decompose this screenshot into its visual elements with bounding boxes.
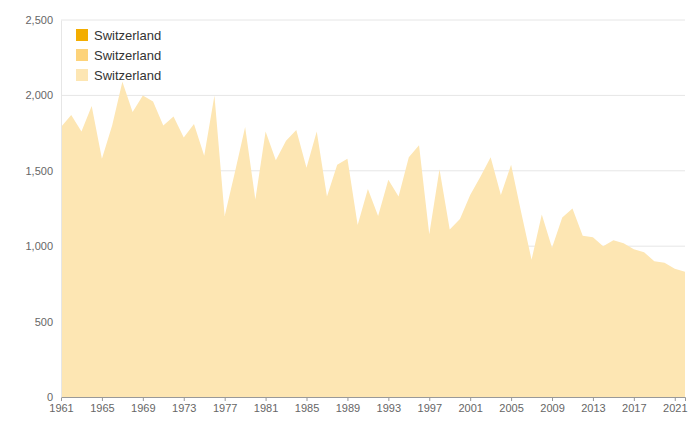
x-tick-mark — [593, 397, 594, 401]
chart: 1961 1965 1969 1973 1977 1981 1985 1989 1993 1997… — [0, 0, 700, 433]
x-tick-mark — [307, 397, 308, 401]
marks — [61, 82, 685, 397]
area — [61, 82, 685, 397]
x-tick-label: 2001 — [458, 402, 482, 414]
grid-line — [61, 20, 685, 21]
x-tick-label: 1961 — [49, 402, 73, 414]
x-tick-mark — [388, 397, 389, 401]
x-tick-label: 2021 — [663, 402, 687, 414]
grid-line — [61, 95, 685, 96]
legend-item: Switzerland — [76, 28, 161, 43]
x-tick-mark — [552, 397, 553, 401]
y-tick-label: 1,500 — [25, 165, 53, 177]
grid — [61, 20, 685, 397]
x-tick: 1977 — [213, 397, 237, 414]
y-axis-line — [61, 21, 62, 398]
legend-swatch — [76, 49, 88, 61]
x-tick-mark — [470, 397, 471, 401]
x-tick-label: 2009 — [540, 402, 564, 414]
x-tick: 2009 — [540, 397, 564, 414]
y-tick: 0 — [47, 391, 61, 403]
x-tick-mark — [266, 397, 267, 401]
x-tick-mark — [634, 397, 635, 401]
x-tick-label: 1993 — [377, 402, 401, 414]
x-tick-label: 1965 — [90, 402, 114, 414]
x-tick: 1965 — [90, 397, 114, 414]
x-tick-mark — [429, 397, 430, 401]
legend-swatch — [76, 69, 88, 81]
x-tick-label: 2017 — [622, 402, 646, 414]
legend: Switzerland Switzerland Switzerland — [76, 28, 161, 83]
x-tick: 2021 — [663, 397, 687, 414]
x-tick: 2013 — [581, 397, 605, 414]
legend-label: Switzerland — [94, 48, 161, 63]
x-tick-label: 1989 — [336, 402, 360, 414]
x-tick-label: 1997 — [418, 402, 442, 414]
x-tick: 1973 — [172, 397, 196, 414]
legend-label: Switzerland — [94, 28, 161, 43]
x-tick-mark — [675, 397, 676, 401]
y-tick-label: 0 — [47, 391, 53, 403]
x-tick-mark — [511, 397, 512, 401]
x-tick: 1993 — [377, 397, 401, 414]
y-axis: 0 500 1,000 1,500 2,000 2,500 — [25, 14, 61, 403]
x-tick: 1989 — [336, 397, 360, 414]
y-tick: 1,000 — [25, 240, 61, 252]
x-tick: 1985 — [295, 397, 319, 414]
x-tick: 1997 — [418, 397, 442, 414]
x-tick-label: 2005 — [499, 402, 523, 414]
x-tick: 1969 — [131, 397, 155, 414]
legend-item: Switzerland — [76, 68, 161, 83]
y-tick-label: 1,000 — [25, 240, 53, 252]
x-tick: 2005 — [499, 397, 523, 414]
y-tick-label: 2,000 — [25, 89, 53, 101]
x-tick-label: 1985 — [295, 402, 319, 414]
y-tick: 1,500 — [25, 165, 61, 177]
legend-item: Switzerland — [76, 48, 161, 63]
x-tick: 1981 — [254, 397, 278, 414]
x-tick-label: 1973 — [172, 402, 196, 414]
y-tick-label: 500 — [35, 316, 53, 328]
x-tick-label: 1969 — [131, 402, 155, 414]
y-tick: 500 — [35, 316, 61, 328]
x-tick-label: 2013 — [581, 402, 605, 414]
x-tick: 2001 — [458, 397, 482, 414]
x-tick-mark — [225, 397, 226, 401]
x-tick-label: 1981 — [254, 402, 278, 414]
x-tick-label: 1977 — [213, 402, 237, 414]
x-tick-mark — [347, 397, 348, 401]
legend-swatch — [76, 29, 88, 41]
legend-label: Switzerland — [94, 68, 161, 83]
y-tick: 2,000 — [25, 89, 61, 101]
x-tick-mark — [61, 397, 62, 401]
y-tick: 2,500 — [25, 14, 61, 26]
x-tick-mark — [102, 397, 103, 401]
x-tick-mark — [143, 397, 144, 401]
x-axis: 1961 1965 1969 1973 1977 1981 1985 1989 1993 1997… — [49, 397, 687, 414]
x-tick: 2017 — [622, 397, 646, 414]
x-axis-line — [62, 398, 686, 402]
y-tick-label: 2,500 — [25, 14, 53, 26]
plot: 1961 1965 1969 1973 1977 1981 1985 1989 1993 1997… — [25, 14, 687, 414]
x-tick-mark — [184, 397, 185, 401]
